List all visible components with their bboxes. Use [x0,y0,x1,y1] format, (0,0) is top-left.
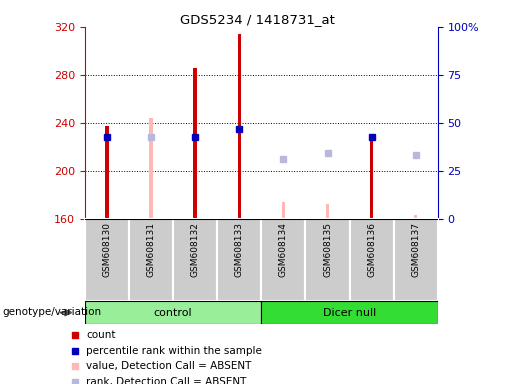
Bar [237,34,241,219]
Bar [326,204,329,219]
Bar [85,301,261,324]
Bar [414,215,418,219]
Bar [173,219,217,301]
Text: percentile rank within the sample: percentile rank within the sample [87,346,262,356]
Text: value, Detection Call = ABSENT: value, Detection Call = ABSENT [87,361,252,371]
Text: GSM608135: GSM608135 [323,222,332,277]
Text: Dicer null: Dicer null [323,308,376,318]
Text: control: control [154,308,193,318]
Bar [282,202,285,219]
Text: GSM608136: GSM608136 [367,222,376,277]
Text: genotype/variation: genotype/variation [3,307,101,317]
Bar [149,118,153,219]
Bar [261,219,305,301]
Bar [194,68,197,219]
Text: GSM608132: GSM608132 [191,222,200,277]
Bar [370,136,373,219]
Bar [393,219,438,301]
Text: count: count [87,330,116,340]
Text: GSM608134: GSM608134 [279,222,288,277]
Bar [217,219,261,301]
Text: GSM608133: GSM608133 [235,222,244,277]
Text: GSM608130: GSM608130 [102,222,112,277]
Bar [129,219,173,301]
Text: GSM608131: GSM608131 [147,222,156,277]
Bar [305,219,350,301]
Bar [105,126,109,219]
Bar [85,219,129,301]
Bar [261,301,438,324]
Text: GSM608137: GSM608137 [411,222,420,277]
Text: rank, Detection Call = ABSENT: rank, Detection Call = ABSENT [87,377,247,384]
Bar [350,219,393,301]
Text: GDS5234 / 1418731_at: GDS5234 / 1418731_at [180,13,335,26]
